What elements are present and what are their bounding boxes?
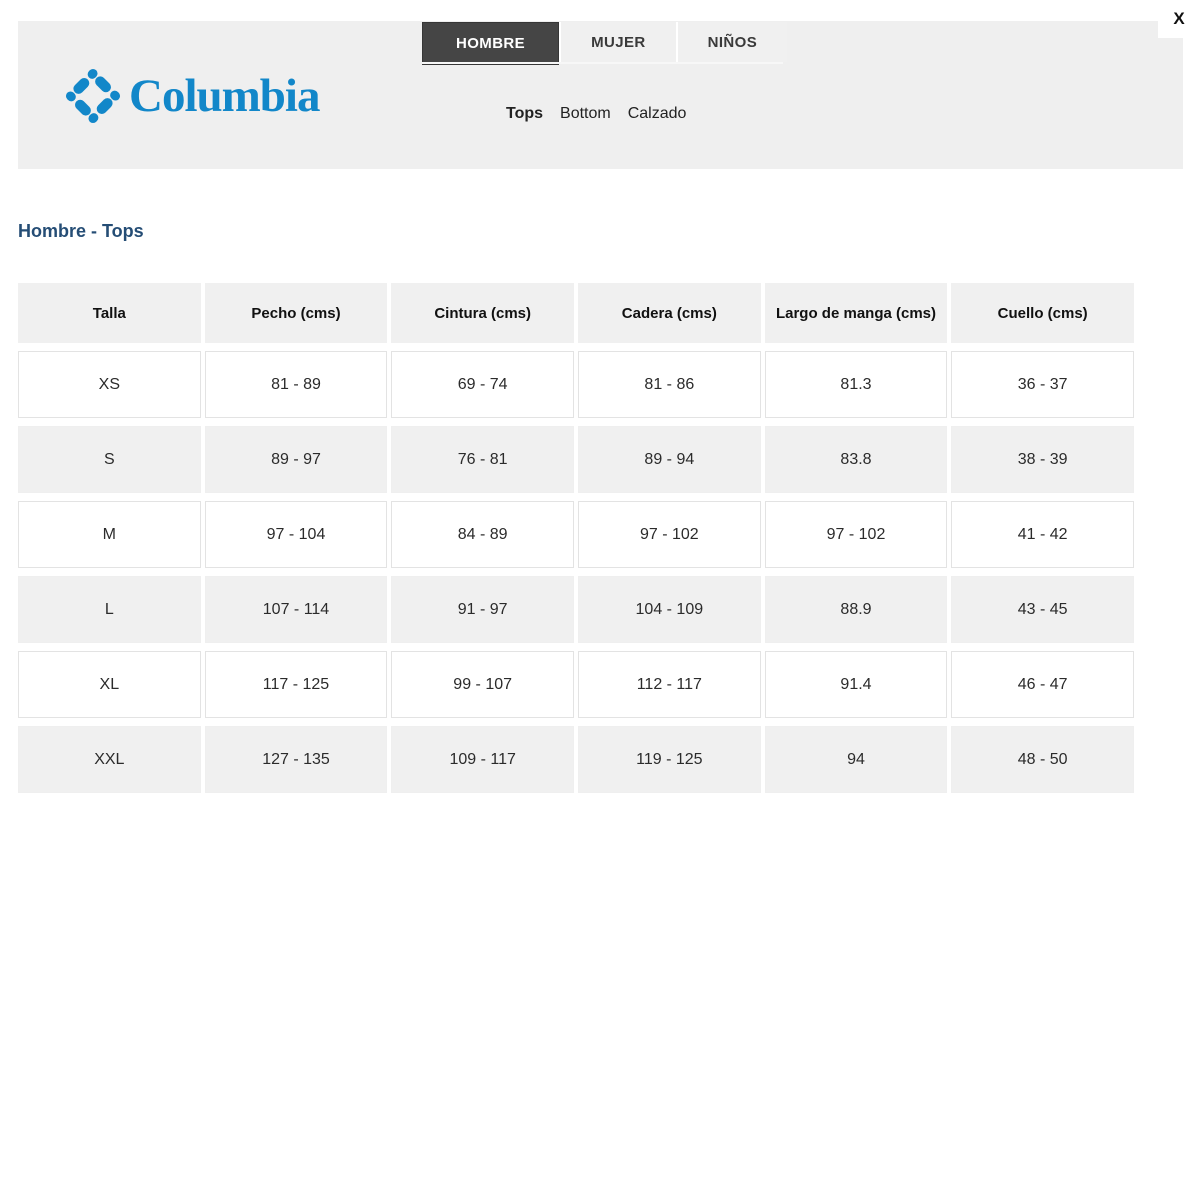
table-cell-xs-talla: XS bbox=[18, 351, 201, 418]
close-icon: X bbox=[1173, 9, 1185, 28]
tab-ninos[interactable]: NIÑOS bbox=[675, 22, 788, 62]
table-cell-m-cuello: 41 - 42 bbox=[951, 501, 1134, 568]
table-cell-l-pecho: 107 - 114 bbox=[204, 576, 388, 643]
table-cell-m-talla: M bbox=[18, 501, 201, 568]
brand-logo: Columbia bbox=[62, 60, 320, 132]
table-cell-xxl-talla: XXL bbox=[18, 726, 201, 793]
table-cell-xxl-cuello: 48 - 50 bbox=[951, 726, 1134, 793]
page-title: Hombre - Tops bbox=[18, 221, 144, 241]
column-header-talla: Talla bbox=[18, 283, 201, 343]
table-cell-s-pecho: 89 - 97 bbox=[204, 426, 388, 493]
table-cell-xs-cadera: 81 - 86 bbox=[578, 351, 761, 418]
category-subnav: Tops Bottom Calzado bbox=[506, 105, 686, 123]
table-cell-m-cadera: 97 - 102 bbox=[578, 501, 761, 568]
close-button[interactable]: X bbox=[1158, 0, 1200, 38]
subnav-item-bottom[interactable]: Bottom bbox=[560, 105, 611, 122]
table-cell-xl-cuello: 46 - 47 bbox=[951, 651, 1134, 718]
brand-wordmark: Columbia bbox=[129, 69, 320, 122]
subnav-item-tops[interactable]: Tops bbox=[506, 105, 544, 122]
column-header-manga: Largo de manga (cms) bbox=[764, 283, 948, 343]
table-cell-xl-cintura: 99 - 107 bbox=[391, 651, 574, 718]
table-cell-l-cintura: 91 - 97 bbox=[391, 576, 574, 643]
table-cell-xs-cuello: 36 - 37 bbox=[951, 351, 1134, 418]
table-cell-xxl-cadera: 119 - 125 bbox=[578, 726, 761, 793]
table-cell-xl-talla: XL bbox=[18, 651, 201, 718]
table-cell-s-manga: 83.8 bbox=[764, 426, 948, 493]
table-cell-m-manga: 97 - 102 bbox=[764, 501, 948, 568]
table-cell-xl-pecho: 117 - 125 bbox=[204, 651, 388, 718]
tab-mujer[interactable]: MUJER bbox=[559, 22, 676, 62]
table-cell-l-talla: L bbox=[18, 576, 201, 643]
table-cell-l-cadera: 104 - 109 bbox=[578, 576, 761, 643]
table-cell-l-manga: 88.9 bbox=[764, 576, 948, 643]
gender-tabs: HOMBRE MUJER NIÑOS bbox=[422, 22, 788, 65]
table-cell-xxl-cintura: 109 - 117 bbox=[391, 726, 574, 793]
table-cell-xs-cintura: 69 - 74 bbox=[391, 351, 574, 418]
table-cell-s-cadera: 89 - 94 bbox=[578, 426, 761, 493]
column-header-cuello: Cuello (cms) bbox=[951, 283, 1134, 343]
table-cell-s-talla: S bbox=[18, 426, 201, 493]
table-cell-s-cintura: 76 - 81 bbox=[391, 426, 574, 493]
column-header-pecho: Pecho (cms) bbox=[204, 283, 388, 343]
table-cell-xxl-pecho: 127 - 135 bbox=[204, 726, 388, 793]
table-cell-s-cuello: 38 - 39 bbox=[951, 426, 1134, 493]
columbia-gem-icon bbox=[65, 68, 121, 124]
table-cell-xl-manga: 91.4 bbox=[764, 651, 948, 718]
column-header-cintura: Cintura (cms) bbox=[391, 283, 574, 343]
column-header-cadera: Cadera (cms) bbox=[578, 283, 761, 343]
table-cell-xxl-manga: 94 bbox=[764, 726, 948, 793]
table-cell-xs-manga: 81.3 bbox=[764, 351, 948, 418]
table-cell-m-pecho: 97 - 104 bbox=[204, 501, 388, 568]
table-cell-xs-pecho: 81 - 89 bbox=[204, 351, 388, 418]
tab-hombre[interactable]: HOMBRE bbox=[422, 22, 560, 65]
subnav-item-calzado[interactable]: Calzado bbox=[627, 105, 687, 122]
table-cell-m-cintura: 84 - 89 bbox=[391, 501, 574, 568]
tabs-underline bbox=[422, 62, 783, 64]
table-cell-l-cuello: 43 - 45 bbox=[951, 576, 1134, 643]
table-cell-xl-cadera: 112 - 117 bbox=[578, 651, 761, 718]
size-table: Talla Pecho (cms) Cintura (cms) Cadera (… bbox=[18, 283, 1134, 793]
